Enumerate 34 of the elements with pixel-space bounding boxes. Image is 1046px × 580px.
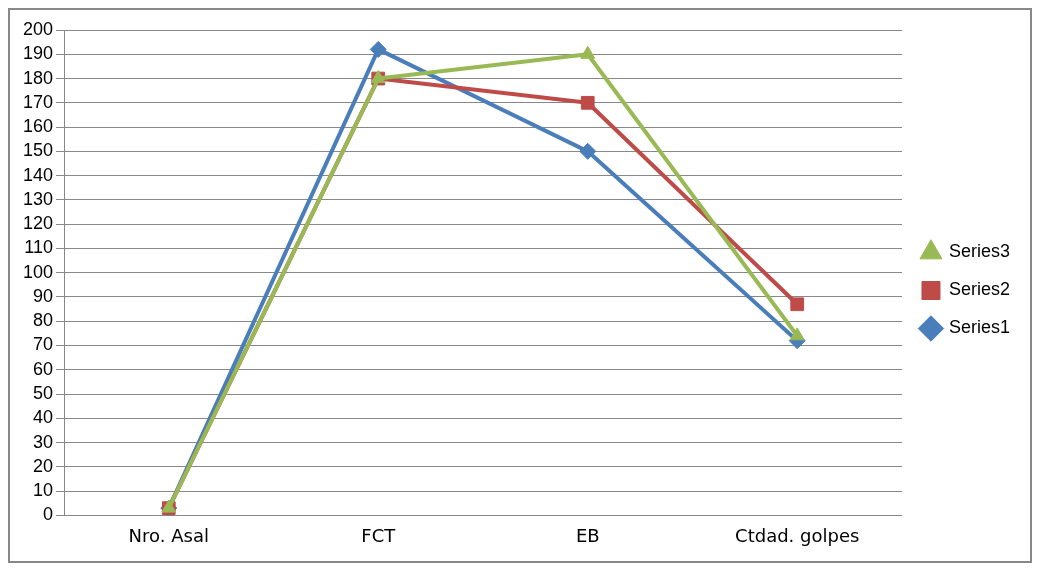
point [580, 45, 596, 59]
x-tick-label: Nro. Asal [128, 524, 209, 546]
y-tick-label: 50 [33, 383, 54, 404]
y-tick-label: 60 [33, 358, 54, 379]
y-tick-label: 160 [22, 116, 54, 137]
y-tick-label: 20 [33, 455, 54, 476]
y-tick-label: 90 [33, 285, 54, 306]
y-tick-label: 140 [22, 164, 54, 185]
y-tick-label: 170 [22, 91, 54, 112]
y-tick-label: 200 [22, 18, 54, 39]
y-tick-label: 80 [33, 310, 54, 331]
y-tick-label: 30 [33, 431, 54, 452]
point [369, 40, 387, 58]
point [579, 142, 597, 160]
y-tick-label: 180 [22, 67, 54, 88]
x-tick-label: Ctdad. golpes [735, 524, 860, 546]
x-tick-label: FCT [361, 524, 397, 546]
y-tick-label: 70 [33, 334, 54, 355]
legend-label: Series3 [948, 241, 1010, 262]
y-tick-label: 190 [22, 43, 54, 64]
y-tick-label: 150 [22, 140, 54, 161]
legend-label: Series2 [948, 279, 1010, 300]
point [790, 297, 805, 312]
legend-label: Series1 [948, 317, 1010, 338]
y-tick-label: 100 [22, 261, 54, 282]
y-tick-label: 130 [22, 188, 54, 209]
y-tick-label: 120 [22, 213, 54, 234]
point [789, 327, 805, 341]
y-tick-label: 110 [24, 237, 54, 258]
y-tick-label: 0 [43, 504, 54, 525]
y-tick-label: 10 [33, 480, 54, 501]
point [580, 95, 595, 110]
y-tick-label: 40 [33, 407, 54, 428]
x-tick-label: EB [575, 524, 600, 546]
